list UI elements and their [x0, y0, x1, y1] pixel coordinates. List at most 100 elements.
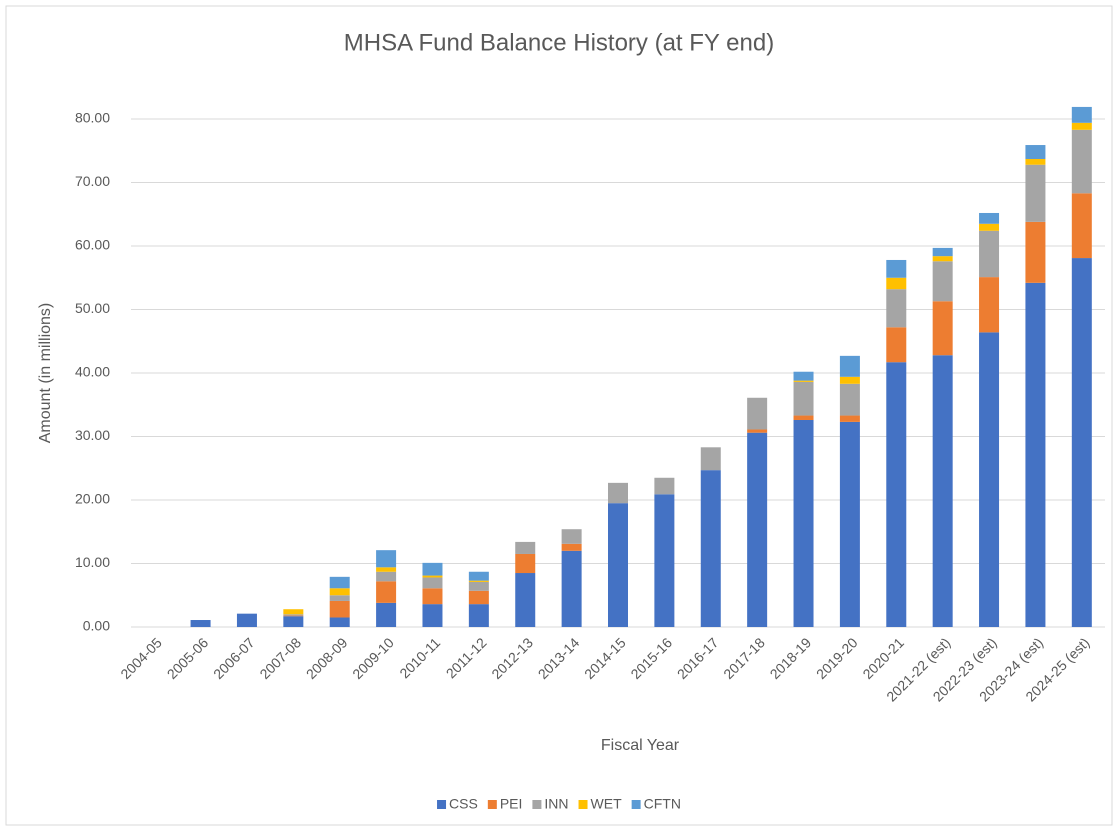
y-tick-label: 0.00: [83, 618, 110, 634]
bar-segment: [654, 494, 675, 627]
bar-segment: [1025, 221, 1046, 283]
y-tick-label: 60.00: [75, 237, 110, 253]
bar-segment: [979, 332, 1000, 627]
legend-label: CSS: [449, 796, 478, 812]
legend-label: CFTN: [644, 796, 681, 812]
bar-segment: [839, 421, 860, 627]
bar-segment: [468, 604, 489, 627]
bar-segment: [979, 230, 1000, 278]
bar-segment: [1071, 106, 1092, 123]
y-axis-title: Amount (in millions): [37, 303, 54, 443]
bar-segment: [793, 380, 814, 382]
bar-segment: [376, 571, 397, 582]
bar-segment: [329, 576, 350, 589]
bar-segment: [979, 212, 1000, 224]
chart-area: [5, 5, 1113, 826]
bar-segment: [886, 277, 907, 290]
x-axis-title: Fiscal Year: [601, 737, 680, 754]
bar-segment: [886, 327, 907, 363]
bar-segment: [283, 609, 304, 615]
bar-segment: [283, 615, 304, 617]
bar-segment: [747, 429, 768, 433]
bar-segment: [468, 571, 489, 581]
bar-segment: [236, 613, 257, 627]
bar-segment: [376, 567, 397, 572]
bar-segment: [468, 581, 489, 591]
bar-segment: [329, 595, 350, 601]
bar-segment: [468, 580, 489, 582]
bar-segment: [422, 604, 443, 627]
bar-segment: [608, 503, 628, 627]
bar-segment: [1025, 145, 1046, 160]
bar-segment: [1025, 282, 1046, 627]
bar-segment: [886, 362, 907, 627]
bar-segment: [839, 383, 860, 416]
legend-swatch: [487, 800, 497, 809]
bar-segment: [932, 355, 953, 627]
legend: CSS PEI INN WET CFTN: [437, 796, 681, 812]
bar-segment: [1025, 164, 1046, 222]
bar-segment: [932, 256, 953, 262]
bar-segment: [515, 573, 536, 627]
legend-swatch: [631, 800, 641, 809]
bar-segment: [932, 247, 953, 257]
bar-segment: [1071, 193, 1092, 259]
bar-segment: [932, 261, 953, 302]
bar-segment: [1071, 122, 1092, 130]
bar-segment: [1025, 159, 1046, 165]
bar-segment: [422, 588, 443, 605]
bar-segment: [376, 602, 397, 627]
bar-segment: [700, 470, 721, 627]
bar-segment: [839, 415, 860, 422]
bar-segment: [747, 397, 768, 430]
bar-segment: [376, 550, 397, 568]
bar-segment: [932, 301, 953, 356]
bar-segment: [886, 259, 907, 278]
bar-segment: [793, 381, 814, 416]
legend-label: WET: [591, 796, 623, 812]
legend-swatch: [578, 800, 588, 809]
bar-segment: [190, 620, 211, 627]
bar-segment: [839, 376, 860, 384]
bar-segment: [376, 581, 397, 603]
bar-segment: [422, 577, 443, 589]
bar-segment: [561, 550, 582, 627]
bar-segment: [1071, 258, 1092, 627]
bar-segment: [700, 447, 721, 471]
bar-segment: [747, 432, 768, 627]
legend-label: INN: [544, 796, 568, 812]
bar-segment: [283, 614, 304, 616]
bar-segment: [329, 600, 350, 618]
bar-segment: [329, 617, 350, 627]
bar-segment: [561, 529, 582, 544]
y-tick-label: 40.00: [75, 364, 110, 380]
bar-segment: [839, 355, 860, 377]
bar-segment: [422, 575, 443, 578]
bar-segment: [886, 289, 907, 328]
bar-segment: [329, 588, 350, 596]
legend-swatch: [437, 800, 447, 809]
bar-segment: [793, 419, 814, 627]
bar-segment: [561, 543, 582, 551]
y-tick-label: 50.00: [75, 300, 110, 316]
bar-segment: [515, 553, 536, 574]
chart-title: MHSA Fund Balance History (at FY end): [344, 29, 774, 56]
y-tick-label: 10.00: [75, 554, 110, 570]
bar-segment: [793, 371, 814, 381]
bar-segment: [654, 477, 675, 495]
bar-segment: [1071, 129, 1092, 194]
bar-segment: [468, 590, 489, 605]
bar-segment: [793, 415, 814, 420]
y-tick-label: 70.00: [75, 173, 110, 189]
legend-swatch: [532, 800, 542, 809]
y-tick-label: 20.00: [75, 491, 110, 507]
y-tick-label: 30.00: [75, 427, 110, 443]
bar-segment: [283, 616, 304, 627]
y-tick-label: 80.00: [75, 110, 110, 126]
bar-segment: [422, 562, 443, 576]
bar-segment: [979, 277, 1000, 333]
bar-segment: [608, 482, 628, 504]
bar-segment: [515, 541, 536, 554]
legend-label: PEI: [500, 796, 523, 812]
